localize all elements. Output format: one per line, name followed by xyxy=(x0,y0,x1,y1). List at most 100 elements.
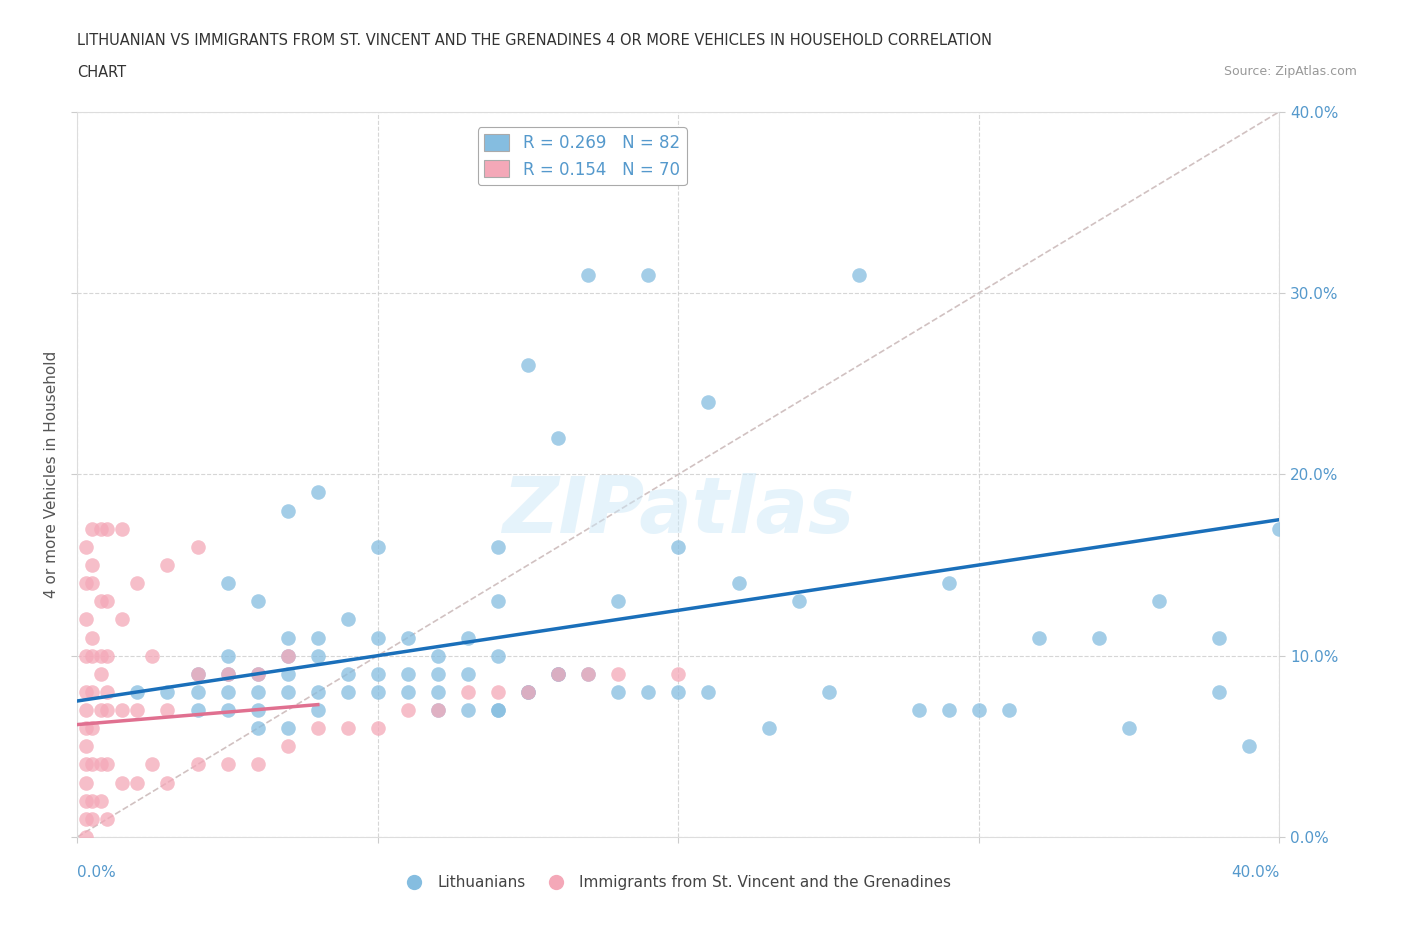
Point xyxy=(668,666,690,681)
Point xyxy=(82,811,104,827)
Point xyxy=(367,631,389,645)
Point xyxy=(486,594,509,609)
Point xyxy=(75,576,97,591)
Point xyxy=(75,811,97,827)
Point xyxy=(576,666,599,681)
Point xyxy=(82,521,104,536)
Point xyxy=(607,594,630,609)
Point xyxy=(82,576,104,591)
Point xyxy=(307,631,329,645)
Point xyxy=(90,666,112,681)
Point xyxy=(127,576,149,591)
Point xyxy=(246,684,269,699)
Point xyxy=(396,703,419,718)
Point xyxy=(75,648,97,663)
Point xyxy=(75,612,97,627)
Point xyxy=(75,757,97,772)
Point xyxy=(486,703,509,718)
Point xyxy=(307,721,329,736)
Point xyxy=(246,666,269,681)
Point xyxy=(848,268,870,283)
Point xyxy=(367,721,389,736)
Point xyxy=(82,684,104,699)
Point xyxy=(141,757,163,772)
Point xyxy=(547,666,569,681)
Legend: R = 0.269   N = 82, R = 0.154   N = 70: R = 0.269 N = 82, R = 0.154 N = 70 xyxy=(478,127,686,185)
Text: 0.0%: 0.0% xyxy=(77,865,117,880)
Point xyxy=(96,648,118,663)
Point xyxy=(90,703,112,718)
Point xyxy=(336,721,359,736)
Point xyxy=(217,757,239,772)
Point xyxy=(82,631,104,645)
Point xyxy=(141,648,163,663)
Point xyxy=(1149,594,1171,609)
Point xyxy=(111,776,134,790)
Point xyxy=(396,631,419,645)
Point xyxy=(576,268,599,283)
Point xyxy=(156,776,179,790)
Point xyxy=(967,703,990,718)
Point xyxy=(1208,684,1230,699)
Point xyxy=(336,612,359,627)
Point xyxy=(277,648,299,663)
Point xyxy=(75,539,97,554)
Point xyxy=(486,648,509,663)
Point xyxy=(75,830,97,844)
Point xyxy=(156,684,179,699)
Point xyxy=(217,703,239,718)
Point xyxy=(457,703,479,718)
Text: ZIPatlas: ZIPatlas xyxy=(502,472,855,549)
Point xyxy=(758,721,780,736)
Point xyxy=(817,684,839,699)
Point xyxy=(457,666,479,681)
Point xyxy=(1239,738,1261,753)
Point xyxy=(96,684,118,699)
Point xyxy=(1268,521,1291,536)
Point xyxy=(336,666,359,681)
Point xyxy=(307,648,329,663)
Point xyxy=(697,394,720,409)
Point xyxy=(277,631,299,645)
Point xyxy=(307,684,329,699)
Point xyxy=(75,738,97,753)
Legend: Lithuanians, Immigrants from St. Vincent and the Grenadines: Lithuanians, Immigrants from St. Vincent… xyxy=(392,870,957,897)
Point xyxy=(427,703,450,718)
Point xyxy=(217,648,239,663)
Point xyxy=(457,631,479,645)
Point xyxy=(697,684,720,699)
Text: 40.0%: 40.0% xyxy=(1232,865,1279,880)
Point xyxy=(486,703,509,718)
Point xyxy=(576,666,599,681)
Point xyxy=(1088,631,1111,645)
Y-axis label: 4 or more Vehicles in Household: 4 or more Vehicles in Household xyxy=(44,351,59,598)
Point xyxy=(111,703,134,718)
Point xyxy=(156,558,179,573)
Point xyxy=(217,666,239,681)
Point xyxy=(336,684,359,699)
Point xyxy=(90,648,112,663)
Point xyxy=(1118,721,1140,736)
Point xyxy=(82,793,104,808)
Point xyxy=(246,666,269,681)
Point xyxy=(277,648,299,663)
Point xyxy=(82,558,104,573)
Point xyxy=(246,703,269,718)
Point xyxy=(517,684,540,699)
Point xyxy=(127,684,149,699)
Point xyxy=(127,703,149,718)
Point xyxy=(90,521,112,536)
Point xyxy=(187,539,209,554)
Point xyxy=(1028,631,1050,645)
Point xyxy=(517,358,540,373)
Point xyxy=(307,485,329,500)
Point xyxy=(668,684,690,699)
Point xyxy=(427,684,450,699)
Point xyxy=(607,666,630,681)
Point xyxy=(277,503,299,518)
Point xyxy=(427,648,450,663)
Point xyxy=(111,521,134,536)
Point xyxy=(367,684,389,699)
Point xyxy=(998,703,1021,718)
Point xyxy=(217,576,239,591)
